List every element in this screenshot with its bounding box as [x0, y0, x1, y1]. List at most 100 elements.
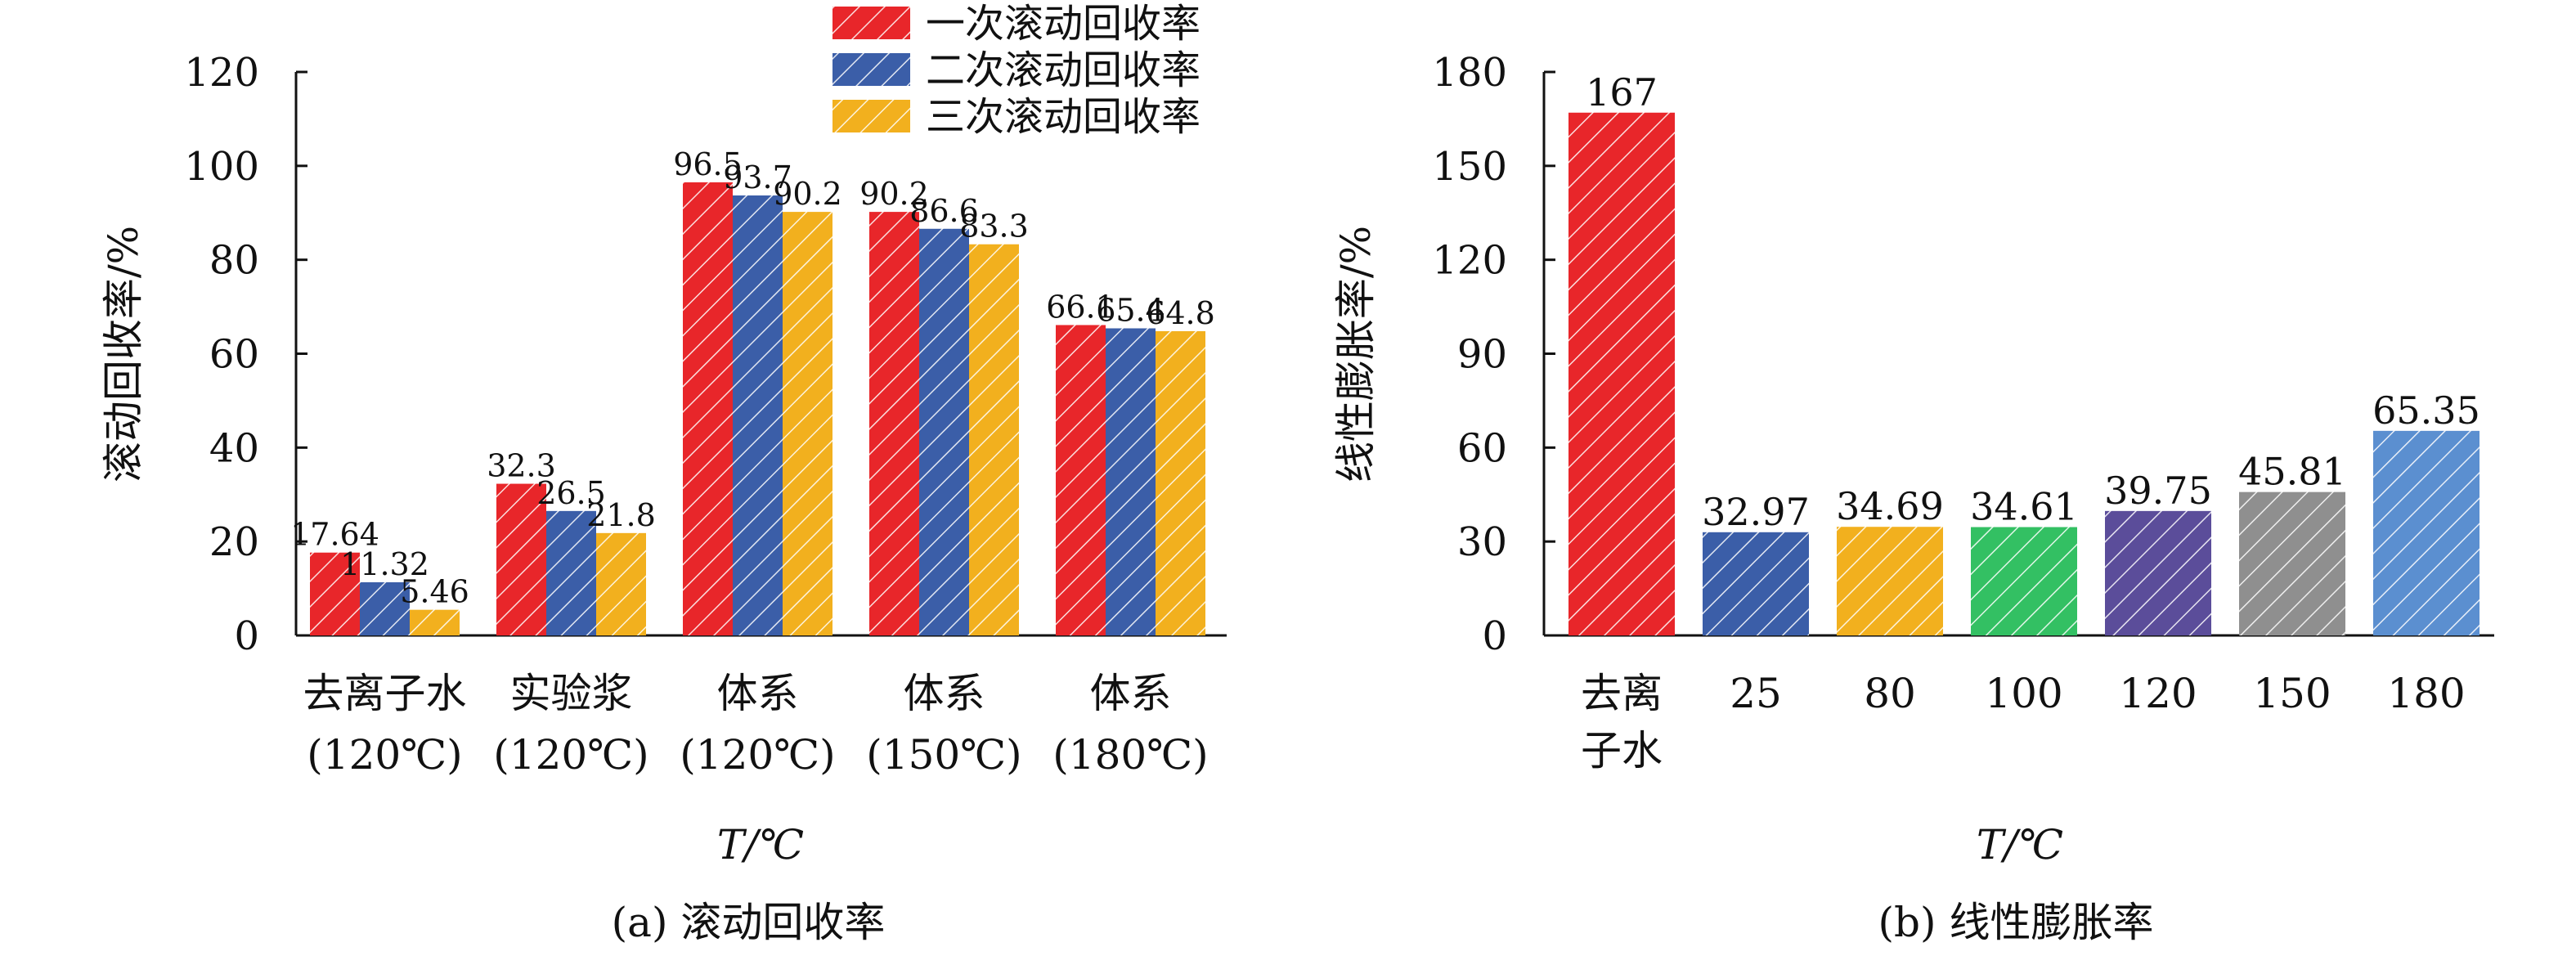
chart-a-bars [310, 182, 1205, 635]
chart-a-ytick-label: 20 [209, 519, 259, 565]
chart-b-y-ticks: 0 30 60 90 120 150 180 [1432, 50, 1555, 659]
chart-b-xtick-label: 100 [1985, 670, 2062, 717]
chart-a-data-label: 26.5 [536, 475, 606, 511]
chart-a-xlabel: T/℃ [717, 821, 804, 868]
chart-b-caption: (b) 线性膨胀率 [1878, 899, 2154, 946]
chart-b-ylabel: 线性膨胀率/% [1332, 226, 1380, 482]
chart-a-x-tick-labels: 去离子水 (120℃) 实验浆 (120℃) 体系 (120℃) 体系 (150℃) 体系 (18… [303, 670, 1209, 779]
chart-a-xtick-label: 体系 [717, 670, 799, 717]
chart-a-data-label: 83.3 [959, 209, 1029, 245]
chart-b-ytick-label: 0 [1482, 613, 1507, 659]
chart-b-data-label: 39.75 [2104, 469, 2212, 513]
chart-a-bar [596, 532, 646, 635]
chart-b-xtick-label: 25 [1730, 670, 1782, 717]
chart-a-legend-swatch [832, 7, 910, 39]
chart-a-bar [546, 510, 596, 635]
chart-a-data-label: 65.4 [1096, 292, 1165, 328]
chart-b-ytick-label: 150 [1432, 144, 1507, 190]
chart-a-bar [683, 182, 733, 635]
chart-a-data-label: 5.46 [400, 574, 469, 610]
chart-a-data-label: 86.6 [909, 193, 979, 229]
chart-b-ytick-label: 120 [1432, 238, 1507, 284]
chart-a-legend-label: 二次滚动回收率 [926, 47, 1200, 93]
chart-b-bar [1703, 532, 1809, 635]
chart-a-data-label: 90.2 [773, 176, 842, 212]
chart-a-xtick-label: 体系 [904, 670, 985, 717]
chart-b-bar [2105, 510, 2211, 635]
chart-a-xtick-label: (150℃) [866, 731, 1021, 779]
chart-a-data-label: 17.64 [290, 517, 379, 553]
chart-a-bar [496, 483, 546, 635]
chart-b-data-label: 65.35 [2372, 388, 2480, 433]
chart-a-bar [733, 195, 783, 635]
chart-a-caption: (a) 滚动回收率 [612, 899, 886, 946]
chart-a-ytick-label: 0 [234, 613, 259, 659]
chart-b-bar [1971, 527, 2077, 635]
chart-a-xtick-label: 去离子水 [303, 670, 467, 717]
chart-a-data-label: 96.5 [673, 146, 743, 182]
chart-b-xlabel: T/℃ [1977, 821, 2063, 868]
chart-b-bar [2373, 430, 2480, 635]
chart-b-ytick-label: 90 [1457, 332, 1507, 378]
chart-a-bar [919, 228, 969, 635]
chart-a-legend-label: 一次滚动回收率 [926, 1, 1200, 47]
chart-a-xtick-label: 体系 [1090, 670, 1172, 717]
chart-b-xtick-label: 120 [2119, 670, 2197, 717]
chart-b-bars [1568, 112, 2480, 635]
chart-b: 线性膨胀率/% 0 30 60 90 120 150 180 167 32.97 34.69 34… [1332, 50, 2494, 946]
chart-a-data-label: 64.8 [1146, 295, 1215, 331]
chart-a-y-ticks: 0 20 40 60 80 100 120 [184, 50, 307, 659]
chart-a-bar [1156, 330, 1205, 635]
chart-b-bar [1568, 112, 1675, 635]
chart-a-bar [310, 552, 360, 635]
chart-a-xtick-label: (180℃) [1052, 731, 1208, 779]
chart-b-ytick-label: 30 [1457, 519, 1507, 565]
chart-a-legend-label: 三次滚动回收率 [926, 94, 1200, 140]
chart-a-ytick-label: 60 [209, 332, 259, 378]
chart-b-ytick-label: 180 [1432, 50, 1507, 96]
chart-b-data-label: 34.61 [1970, 485, 2078, 529]
chart-a-ytick-label: 80 [209, 238, 259, 284]
chart-a-xtick-label: (120℃) [493, 731, 648, 779]
chart-b-data-labels: 167 32.97 34.69 34.61 39.75 45.81 65.35 [1586, 70, 2480, 534]
chart-b-xtick-label: 去离 [1581, 670, 1663, 717]
chart-a-bar [1106, 328, 1156, 635]
chart-a-bar [410, 609, 460, 635]
chart-b-xtick-label: 80 [1864, 670, 1916, 717]
chart-a-data-label: 32.3 [487, 448, 556, 484]
chart-b-bar [2239, 491, 2345, 635]
chart-a-data-label: 11.32 [340, 546, 429, 582]
chart-b-x-tick-labels: 去离子水 25 80 100 120 150 180 [1581, 670, 2466, 774]
chart-a-bar [360, 582, 410, 635]
chart-a-xtick-label: (120℃) [680, 731, 835, 779]
chart-a-data-label: 90.2 [859, 176, 929, 212]
chart-b-xtick-label: 子水 [1581, 727, 1663, 774]
chart-a-bar [969, 244, 1019, 635]
chart-a-bar [869, 212, 919, 635]
chart-a-bar [783, 212, 832, 635]
chart-b-xtick-label: 150 [2253, 670, 2331, 717]
chart-b-ytick-label: 60 [1457, 425, 1507, 471]
chart-a-data-label: 93.7 [723, 159, 792, 195]
chart-a-legend-swatch [832, 53, 910, 86]
chart-a-xtick-label: (120℃) [307, 731, 462, 779]
chart-a-data-label: 21.8 [586, 497, 656, 533]
chart-a-bar [1056, 325, 1106, 635]
chart-a-ytick-label: 100 [184, 144, 259, 190]
chart-b-data-label: 167 [1586, 70, 1658, 114]
chart-a-ylabel: 滚动回收率/% [100, 226, 147, 482]
chart-a-data-label: 66.1 [1046, 289, 1115, 325]
chart-b-data-label: 45.81 [2238, 450, 2346, 494]
chart-b-data-label: 32.97 [1702, 490, 1810, 534]
chart-a-ytick-label: 120 [184, 50, 259, 96]
chart-b-data-label: 34.69 [1836, 484, 1944, 528]
chart-a-ytick-label: 40 [209, 425, 259, 471]
chart-a-xtick-label: 实验浆 [510, 670, 633, 717]
chart-a-legend-swatch [832, 100, 910, 132]
chart-b-bar [1837, 527, 1943, 635]
chart-b-xtick-label: 180 [2387, 670, 2465, 717]
